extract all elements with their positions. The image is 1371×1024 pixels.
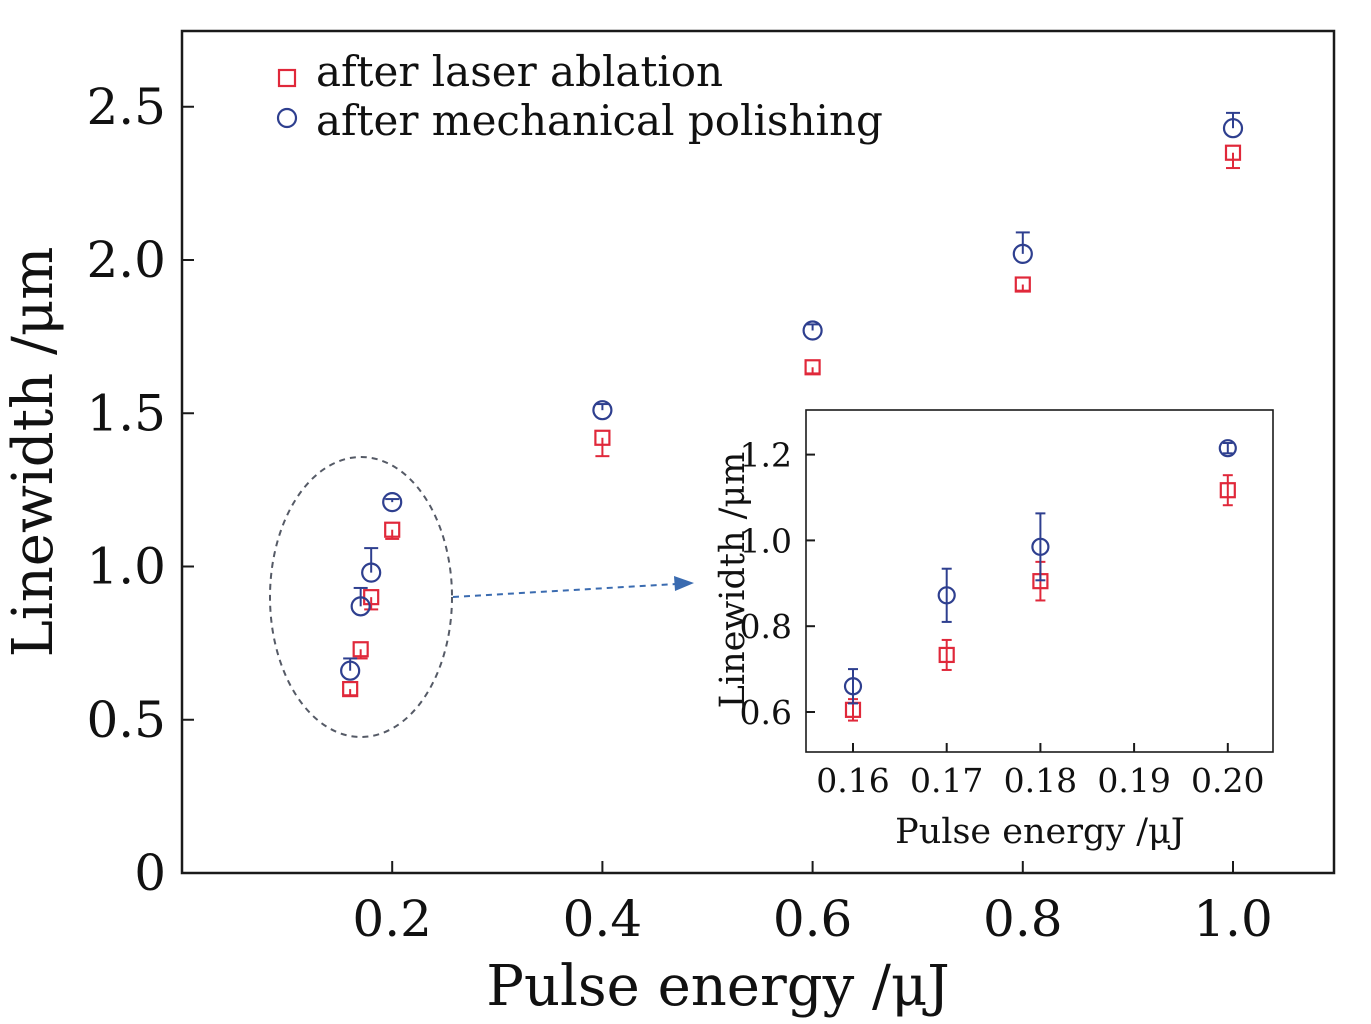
circle-marker	[1012, 243, 1033, 264]
error-bar	[1015, 284, 1030, 292]
y-tick-label: 0	[134, 844, 166, 902]
inset-x-tick-label: 0.18	[1004, 761, 1077, 800]
inset-polishing-point	[1218, 439, 1237, 458]
error-bar	[941, 567, 952, 623]
error-bar	[941, 638, 952, 671]
polishing-point	[1222, 111, 1244, 139]
circle-marker	[340, 660, 361, 681]
error-bar	[595, 403, 610, 411]
error-bar	[385, 498, 400, 503]
inset-y-tick-label: 1.2	[740, 436, 792, 475]
y-tick-label: 2.5	[86, 78, 166, 136]
circle-marker	[382, 492, 403, 513]
inset-y-tick-label: 1.0	[740, 521, 792, 560]
polishing-point	[361, 547, 382, 583]
inset-y-tick-label: 0.8	[740, 607, 792, 646]
dashed-arrow-line	[452, 583, 677, 598]
ablation-point	[594, 429, 611, 458]
circle-marker	[1031, 537, 1050, 556]
error-bar	[848, 668, 858, 705]
y-tick-label: 0.5	[86, 691, 166, 749]
circle-marker	[843, 677, 863, 696]
x-axis-title: Pulse energy /μJ	[486, 954, 949, 1019]
error-bar	[805, 323, 820, 331]
circle-marker	[802, 320, 823, 341]
error-bar	[595, 437, 610, 458]
error-bar	[1035, 512, 1046, 582]
error-bar	[343, 689, 358, 697]
inset-x-tick-label: 0.20	[1191, 761, 1264, 800]
error-bar	[1222, 442, 1233, 455]
inset-x-tick-label: 0.19	[1097, 761, 1170, 800]
inset-y-axis-title: Linewidth /μm	[713, 452, 753, 709]
legend-circle-marker-icon	[276, 107, 298, 129]
square-marker	[342, 680, 359, 698]
circle-marker	[937, 586, 956, 605]
legend-square-marker-icon	[277, 68, 297, 88]
ablation-point	[1014, 276, 1031, 293]
ablation-point	[342, 680, 359, 698]
legend-label-ablation: after laser ablation	[316, 47, 723, 96]
legend-label-polishing: after mechanical polishing	[316, 96, 883, 145]
x-tick-label: 1.0	[1193, 890, 1273, 948]
inset-polishing-point	[843, 668, 863, 705]
square-marker	[1219, 482, 1236, 499]
error-bar	[1222, 474, 1233, 507]
inset-ablation-point	[938, 638, 955, 671]
inset-polishing-point	[1031, 512, 1050, 582]
ablation-point	[352, 641, 369, 660]
square-marker	[804, 359, 821, 376]
error-bar	[805, 367, 820, 375]
square-marker	[938, 646, 955, 664]
circle-marker	[1222, 118, 1244, 139]
x-tick-label: 0.6	[773, 890, 853, 948]
arrow-right-icon	[674, 576, 694, 591]
polishing-point	[340, 657, 361, 681]
y-tick-label: 1.5	[86, 384, 166, 442]
main-plot-frame	[180, 29, 1336, 875]
circle-marker	[361, 562, 382, 583]
square-marker	[1014, 276, 1031, 293]
ablation-point	[804, 359, 821, 376]
x-tick-label: 0.2	[352, 890, 432, 948]
polishing-point	[592, 400, 613, 421]
x-tick-label: 0.4	[563, 890, 643, 948]
circle-marker	[1218, 439, 1237, 458]
ablation-point	[1224, 144, 1242, 170]
error-bar	[343, 657, 358, 671]
error-bar	[1226, 111, 1240, 129]
circle-marker	[592, 400, 613, 421]
error-bar	[364, 547, 379, 573]
x-tick-label: 0.8	[983, 890, 1063, 948]
polishing-point	[382, 492, 403, 513]
ablation-point	[384, 521, 401, 540]
circle-marker	[350, 596, 371, 617]
square-marker	[352, 641, 369, 658]
square-marker	[1224, 144, 1242, 161]
polishing-point	[350, 586, 371, 617]
square-marker	[384, 521, 401, 538]
y-axis-title: Linewidth /μm	[1, 247, 66, 658]
polishing-point	[1012, 231, 1033, 264]
y-tick-label: 1.0	[86, 538, 166, 596]
inset-polishing-point	[937, 567, 956, 623]
inset-y-tick-label: 0.6	[740, 693, 792, 732]
square-marker	[594, 429, 611, 446]
inset-ablation-point	[1219, 474, 1236, 507]
inset-x-tick-label: 0.17	[910, 761, 983, 800]
dashed-ellipse-annotation	[269, 456, 453, 738]
inset-x-axis-title: Pulse energy /μJ	[895, 812, 1185, 852]
error-bar	[1015, 231, 1030, 254]
polishing-point	[802, 320, 823, 341]
inset-x-tick-label: 0.16	[816, 761, 889, 800]
y-tick-label: 2.0	[86, 231, 166, 289]
